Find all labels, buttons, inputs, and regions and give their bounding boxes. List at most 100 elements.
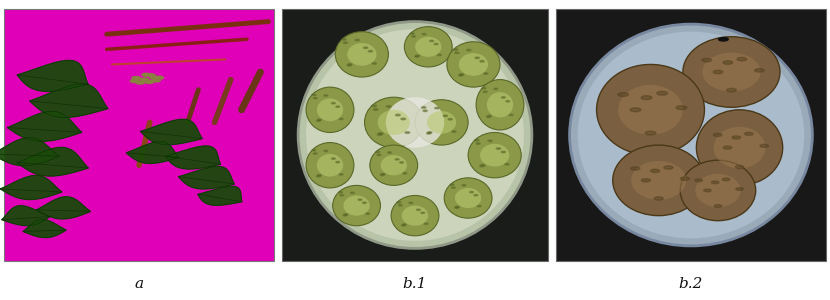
Ellipse shape — [415, 37, 442, 57]
Circle shape — [430, 40, 433, 42]
Ellipse shape — [378, 110, 410, 135]
Circle shape — [505, 100, 510, 102]
Circle shape — [480, 165, 484, 167]
Circle shape — [475, 140, 479, 141]
Ellipse shape — [347, 43, 377, 66]
Circle shape — [501, 151, 505, 153]
Circle shape — [403, 173, 407, 174]
Circle shape — [422, 33, 426, 35]
Ellipse shape — [618, 85, 683, 135]
Circle shape — [681, 177, 690, 180]
Circle shape — [312, 94, 316, 96]
Polygon shape — [17, 147, 88, 176]
Polygon shape — [23, 220, 66, 238]
Text: b.2: b.2 — [679, 277, 703, 290]
Circle shape — [140, 78, 149, 81]
Ellipse shape — [317, 154, 343, 177]
Circle shape — [402, 225, 405, 226]
Circle shape — [130, 80, 139, 82]
Circle shape — [501, 97, 505, 98]
Circle shape — [487, 115, 491, 117]
Circle shape — [347, 64, 351, 66]
Circle shape — [713, 70, 723, 74]
Circle shape — [695, 179, 702, 181]
Circle shape — [723, 61, 733, 64]
Circle shape — [150, 76, 159, 79]
Circle shape — [466, 50, 471, 51]
Circle shape — [388, 152, 392, 153]
Circle shape — [342, 39, 346, 40]
Ellipse shape — [344, 196, 369, 216]
Ellipse shape — [480, 144, 510, 166]
Circle shape — [736, 188, 744, 190]
Circle shape — [372, 63, 376, 64]
Circle shape — [474, 194, 478, 196]
Circle shape — [452, 131, 456, 132]
Circle shape — [336, 161, 339, 163]
Ellipse shape — [631, 161, 686, 200]
Ellipse shape — [455, 188, 481, 208]
Circle shape — [745, 132, 753, 135]
Circle shape — [723, 146, 732, 149]
Circle shape — [417, 209, 420, 211]
Circle shape — [317, 175, 321, 176]
Circle shape — [455, 207, 458, 208]
Ellipse shape — [714, 127, 765, 168]
Polygon shape — [198, 186, 242, 205]
Circle shape — [427, 133, 431, 134]
Circle shape — [496, 148, 500, 149]
Text: b.1: b.1 — [403, 277, 427, 290]
Circle shape — [453, 49, 457, 50]
Circle shape — [412, 36, 415, 37]
Circle shape — [377, 154, 381, 156]
Ellipse shape — [696, 174, 740, 207]
Circle shape — [664, 166, 673, 169]
Circle shape — [372, 105, 377, 107]
Ellipse shape — [306, 29, 524, 241]
Circle shape — [460, 74, 464, 75]
Circle shape — [403, 224, 406, 225]
Circle shape — [484, 73, 488, 74]
Bar — [556, 9, 826, 261]
Polygon shape — [7, 111, 82, 141]
Circle shape — [398, 205, 402, 206]
Circle shape — [434, 43, 438, 45]
Circle shape — [711, 181, 719, 184]
Circle shape — [312, 150, 316, 151]
Ellipse shape — [597, 64, 705, 155]
Ellipse shape — [468, 133, 521, 178]
Ellipse shape — [335, 32, 388, 77]
Circle shape — [395, 159, 399, 160]
Circle shape — [339, 118, 343, 120]
Circle shape — [401, 118, 406, 120]
Ellipse shape — [391, 196, 439, 236]
Circle shape — [470, 191, 473, 193]
Circle shape — [732, 136, 740, 139]
Circle shape — [719, 38, 728, 41]
Circle shape — [132, 76, 140, 80]
Circle shape — [737, 57, 747, 61]
Circle shape — [386, 106, 391, 107]
Ellipse shape — [680, 160, 755, 221]
Ellipse shape — [402, 206, 428, 226]
Circle shape — [339, 192, 343, 193]
Circle shape — [450, 184, 454, 185]
Circle shape — [331, 103, 335, 104]
Circle shape — [142, 73, 150, 76]
Polygon shape — [0, 138, 59, 166]
Polygon shape — [0, 176, 62, 200]
Circle shape — [331, 158, 335, 159]
Circle shape — [462, 184, 466, 186]
Circle shape — [448, 118, 452, 120]
Circle shape — [344, 214, 348, 215]
Circle shape — [422, 107, 426, 108]
Polygon shape — [17, 60, 88, 91]
Circle shape — [147, 74, 155, 77]
Ellipse shape — [487, 92, 513, 117]
Circle shape — [715, 205, 722, 207]
Ellipse shape — [381, 155, 407, 175]
Circle shape — [642, 179, 651, 182]
Circle shape — [443, 115, 447, 117]
Circle shape — [399, 162, 403, 163]
Polygon shape — [37, 197, 90, 219]
